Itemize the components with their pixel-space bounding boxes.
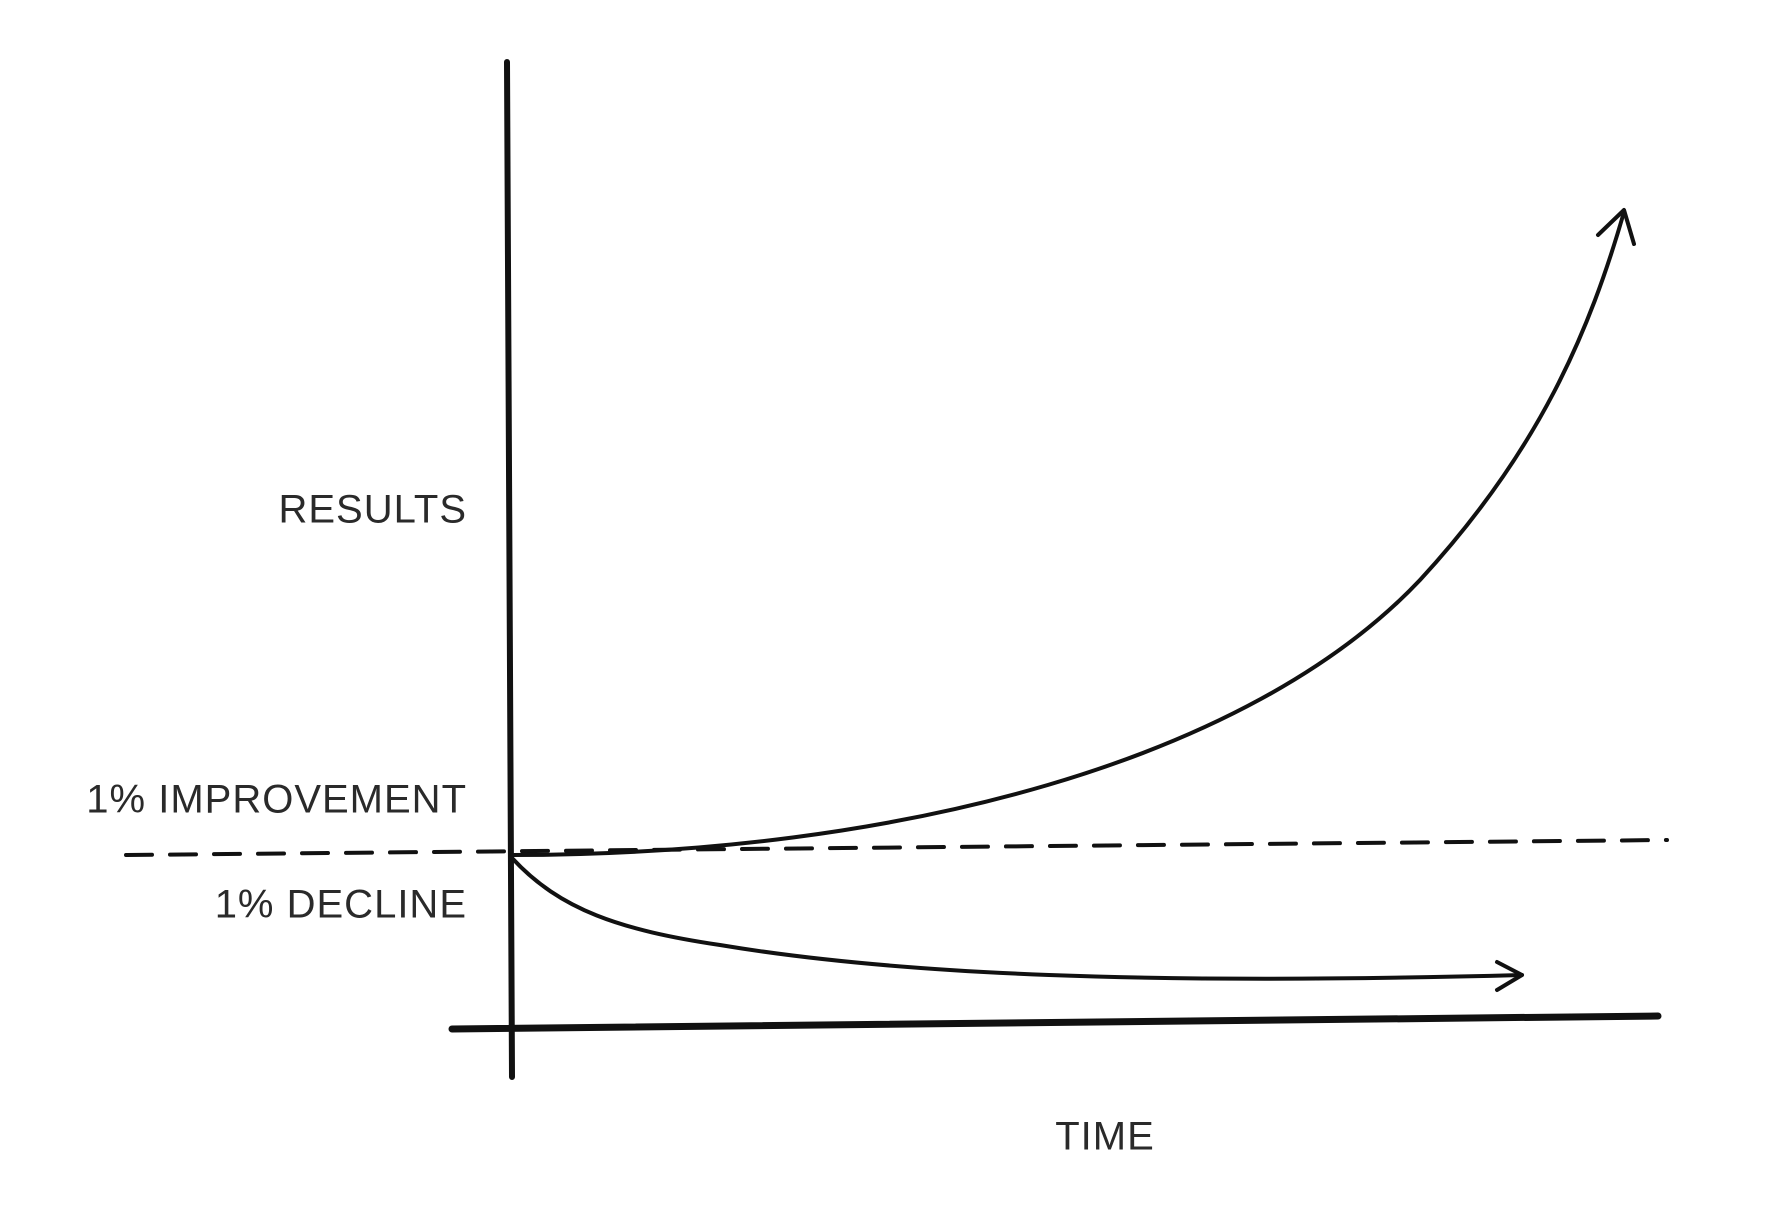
baseline-dashed bbox=[124, 838, 1669, 857]
decline-curve bbox=[510, 856, 1524, 981]
x-axis-label: TIME bbox=[1055, 1115, 1155, 1159]
improvement-arrowhead bbox=[1596, 208, 1636, 246]
x-axis bbox=[448, 1012, 1662, 1033]
y-axis bbox=[504, 59, 515, 1080]
decline-label: 1% DECLINE bbox=[215, 883, 467, 927]
improvement-label: 1% IMPROVEMENT bbox=[86, 778, 467, 822]
improvement-curve bbox=[510, 210, 1626, 857]
y-axis-label: RESULTS bbox=[278, 488, 467, 532]
decline-arrowhead bbox=[1495, 960, 1524, 992]
